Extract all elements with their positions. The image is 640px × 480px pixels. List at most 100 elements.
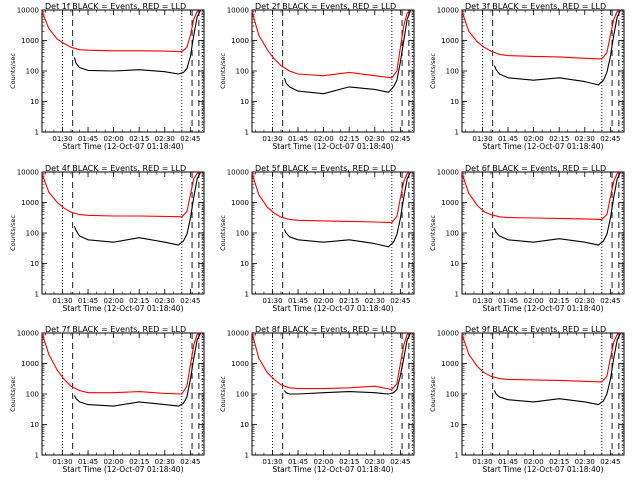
panel-title: Det 9f BLACK = Events, RED = LLD — [465, 325, 606, 334]
x-tick-label: 02:30 — [575, 458, 595, 466]
x-tick-label: 02:00 — [104, 135, 124, 143]
y-tick-label: 1 — [245, 452, 249, 460]
y-tick-label: 10000 — [227, 7, 249, 15]
y-tick-label: 10000 — [437, 330, 459, 338]
x-tick-label: 02:15 — [549, 135, 569, 143]
x-tick-label: 01:45 — [498, 135, 518, 143]
x-tick-label: 01:30 — [472, 297, 492, 305]
y-tick-label: 1000 — [231, 360, 249, 368]
x-tick-label: 02:15 — [129, 297, 149, 305]
panel-det-9: Det 9f BLACK = Events, RED = LLD 1 10 100 10… — [429, 325, 625, 474]
panel-title: Det 3f BLACK = Events, RED = LLD — [465, 2, 606, 11]
x-tick-label: 01:30 — [52, 458, 72, 466]
y-axis-label: Counts/sec — [219, 215, 227, 251]
panel-det-6: Det 6f BLACK = Events, RED = LLD 1 10 100 10… — [429, 164, 625, 313]
x-tick-label: 02:30 — [365, 135, 385, 143]
x-axis-label: Start Time (12-Oct-07 01:18:40) — [272, 304, 393, 313]
y-tick-label: 10 — [240, 260, 249, 268]
y-tick-label: 100 — [446, 68, 459, 76]
events-rate-line — [493, 332, 622, 406]
x-tick-label: 02:15 — [129, 458, 149, 466]
x-tick-label: 01:45 — [78, 458, 98, 466]
panel-det-2: Det 2f BLACK = Events, RED = LLD 1 10 100 10… — [219, 2, 415, 151]
x-tick-label: 01:45 — [498, 297, 518, 305]
y-axis-label: Counts/sec — [9, 53, 17, 89]
x-tick-label: 02:45 — [390, 458, 410, 466]
x-tick-label: 02:00 — [314, 135, 334, 143]
x-tick-label: 01:30 — [472, 458, 492, 466]
panel-det-3: Det 3f BLACK = Events, RED = LLD 1 10 100 10… — [429, 2, 625, 151]
y-tick-label: 10 — [30, 260, 39, 268]
y-tick-label: 1 — [455, 291, 459, 299]
x-tick-label: 01:45 — [288, 458, 308, 466]
x-tick-label: 02:45 — [180, 458, 200, 466]
x-tick-label: 02:45 — [390, 297, 410, 305]
events-rate-line — [73, 171, 202, 246]
panel-title: Det 4f BLACK = Events, RED = LLD — [45, 164, 186, 173]
x-tick-label: 02:00 — [314, 297, 334, 305]
y-tick-label: 10 — [30, 421, 39, 429]
lld-rate-line — [251, 171, 411, 224]
x-tick-label: 01:30 — [472, 135, 492, 143]
x-tick-label: 01:30 — [52, 297, 72, 305]
y-tick-label: 10 — [450, 98, 459, 106]
plot-frame — [251, 9, 415, 133]
panel-det-7: Det 7f BLACK = Events, RED = LLD 1 10 100 10… — [9, 325, 205, 474]
lld-rate-line — [41, 332, 201, 395]
y-axis-label: Counts/sec — [9, 376, 17, 412]
y-tick-label: 1 — [245, 291, 249, 299]
plot-frame — [41, 171, 205, 295]
x-tick-label: 02:30 — [575, 297, 595, 305]
y-tick-label: 100 — [26, 391, 39, 399]
lld-rate-line — [251, 332, 411, 391]
x-tick-label: 02:30 — [155, 297, 175, 305]
events-rate-line — [73, 9, 202, 75]
panel-det-8: Det 8f BLACK = Events, RED = LLD 1 10 100 10… — [219, 325, 415, 474]
x-tick-label: 02:15 — [339, 458, 359, 466]
panel-title: Det 6f BLACK = Events, RED = LLD — [465, 164, 606, 173]
y-tick-label: 100 — [236, 230, 249, 238]
y-tick-label: 1000 — [231, 37, 249, 45]
events-rate-line — [283, 332, 412, 395]
x-tick-label: 02:15 — [129, 135, 149, 143]
x-tick-label: 01:30 — [262, 135, 282, 143]
events-rate-line — [283, 9, 412, 95]
x-tick-label: 02:00 — [104, 458, 124, 466]
y-tick-label: 100 — [236, 68, 249, 76]
x-tick-label: 02:15 — [339, 297, 359, 305]
y-tick-label: 10 — [240, 421, 249, 429]
y-tick-label: 100 — [26, 230, 39, 238]
x-tick-label: 02:45 — [600, 297, 620, 305]
x-tick-label: 02:30 — [365, 297, 385, 305]
x-tick-label: 02:00 — [524, 458, 544, 466]
y-tick-label: 1 — [455, 452, 459, 460]
y-tick-label: 100 — [236, 391, 249, 399]
y-tick-label: 1000 — [231, 199, 249, 207]
x-axis-label: Start Time (12-Oct-07 01:18:40) — [482, 465, 603, 474]
y-tick-label: 1000 — [21, 360, 39, 368]
x-tick-label: 02:00 — [314, 458, 334, 466]
lld-rate-line — [461, 171, 621, 220]
x-tick-label: 02:00 — [104, 297, 124, 305]
y-tick-label: 100 — [26, 68, 39, 76]
x-tick-label: 02:15 — [549, 458, 569, 466]
x-tick-label: 02:00 — [524, 297, 544, 305]
x-tick-label: 01:45 — [78, 297, 98, 305]
panel-det-5: Det 5f BLACK = Events, RED = LLD 1 10 100 10… — [219, 164, 415, 313]
y-tick-label: 10000 — [17, 330, 39, 338]
x-tick-label: 02:30 — [155, 458, 175, 466]
x-tick-label: 01:30 — [262, 458, 282, 466]
y-tick-label: 10000 — [17, 7, 39, 15]
y-tick-label: 1000 — [441, 360, 459, 368]
y-tick-label: 10 — [30, 98, 39, 106]
y-tick-label: 1000 — [441, 37, 459, 45]
y-tick-label: 100 — [446, 391, 459, 399]
y-tick-label: 1000 — [21, 199, 39, 207]
y-axis-label: Counts/sec — [429, 215, 437, 251]
lld-rate-line — [41, 171, 201, 218]
events-rate-line — [493, 171, 622, 246]
y-tick-label: 1 — [35, 291, 39, 299]
y-tick-label: 10000 — [17, 169, 39, 177]
y-tick-label: 10000 — [437, 7, 459, 15]
